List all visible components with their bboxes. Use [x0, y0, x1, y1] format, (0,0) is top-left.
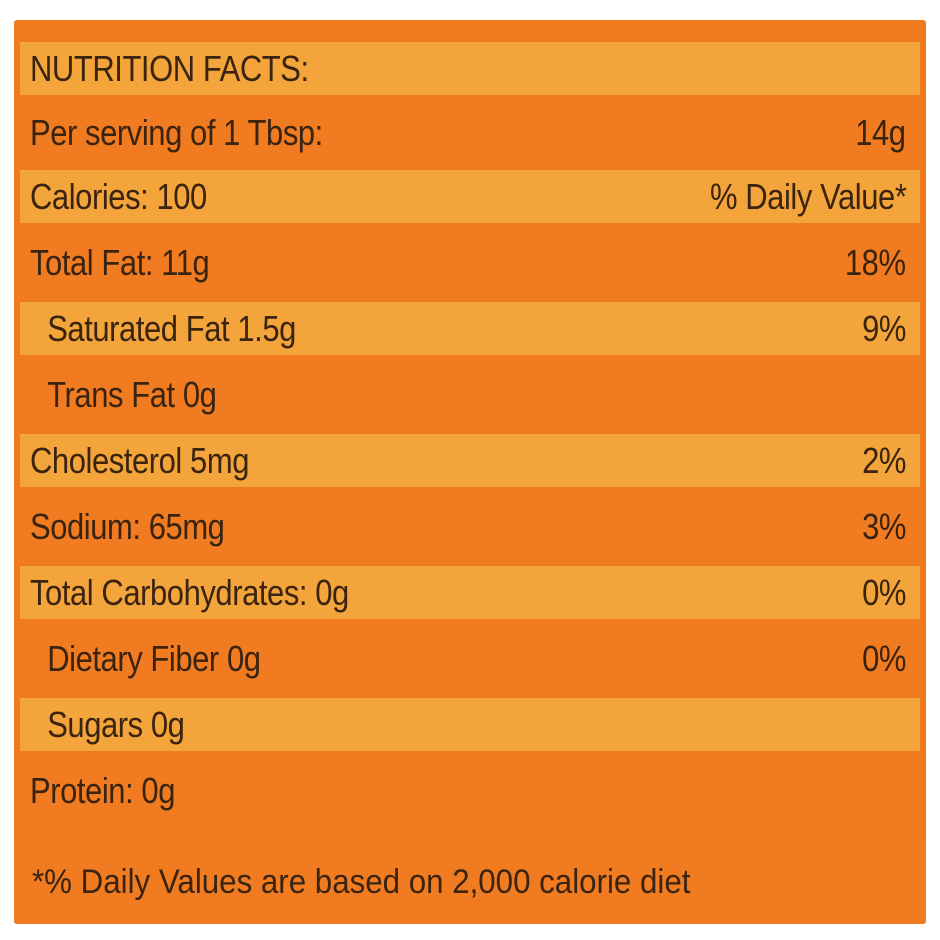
dietary-fiber-row: Dietary Fiber 0g 0%: [20, 632, 920, 685]
serving-size-row: Per serving of 1 Tbsp: 14g: [20, 106, 920, 159]
total-fat-dv: 18%: [845, 241, 906, 283]
nutrition-facts-label: NUTRITION FACTS: Per serving of 1 Tbsp: …: [14, 20, 926, 924]
total-fat-label: Total Fat: 11g: [30, 241, 210, 283]
saturated-fat-row: Saturated Fat 1.5g 9%: [20, 302, 920, 355]
total-fat-row: Total Fat: 11g 18%: [20, 236, 920, 289]
carbohydrates-label: Total Carbohydrates: 0g: [30, 571, 349, 613]
footnote-row: *% Daily Values are based on 2,000 calor…: [14, 840, 926, 924]
sodium-dv: 3%: [862, 505, 906, 547]
carbohydrates-dv: 0%: [862, 571, 906, 613]
cholesterol-dv: 2%: [862, 439, 906, 481]
serving-size-value: 14g: [855, 111, 907, 153]
cholesterol-label: Cholesterol 5mg: [30, 439, 249, 481]
trans-fat-row: Trans Fat 0g: [20, 368, 920, 421]
saturated-fat-dv: 9%: [862, 307, 906, 349]
dietary-fiber-label: Dietary Fiber 0g: [47, 637, 261, 679]
serving-size-label: Per serving of 1 Tbsp:: [30, 111, 323, 153]
nutrition-title: NUTRITION FACTS:: [30, 47, 309, 89]
protein-label: Protein: 0g: [30, 769, 176, 811]
daily-value-footnote: *% Daily Values are based on 2,000 calor…: [32, 862, 691, 901]
sugars-label: Sugars 0g: [47, 703, 185, 745]
calories-label: Calories: 100: [30, 175, 207, 217]
saturated-fat-label: Saturated Fat 1.5g: [47, 307, 296, 349]
sugars-row: Sugars 0g: [20, 698, 920, 751]
daily-value-header: % Daily Value*: [709, 175, 907, 217]
calories-row: Calories: 100 % Daily Value*: [20, 170, 920, 223]
trans-fat-label: Trans Fat 0g: [47, 373, 217, 415]
protein-row: Protein: 0g: [20, 764, 920, 817]
dietary-fiber-dv: 0%: [862, 637, 906, 679]
sodium-row: Sodium: 65mg 3%: [20, 500, 920, 553]
nutrition-title-row: NUTRITION FACTS:: [20, 42, 920, 95]
sodium-label: Sodium: 65mg: [30, 505, 225, 547]
cholesterol-row: Cholesterol 5mg 2%: [20, 434, 920, 487]
carbohydrates-row: Total Carbohydrates: 0g 0%: [20, 566, 920, 619]
